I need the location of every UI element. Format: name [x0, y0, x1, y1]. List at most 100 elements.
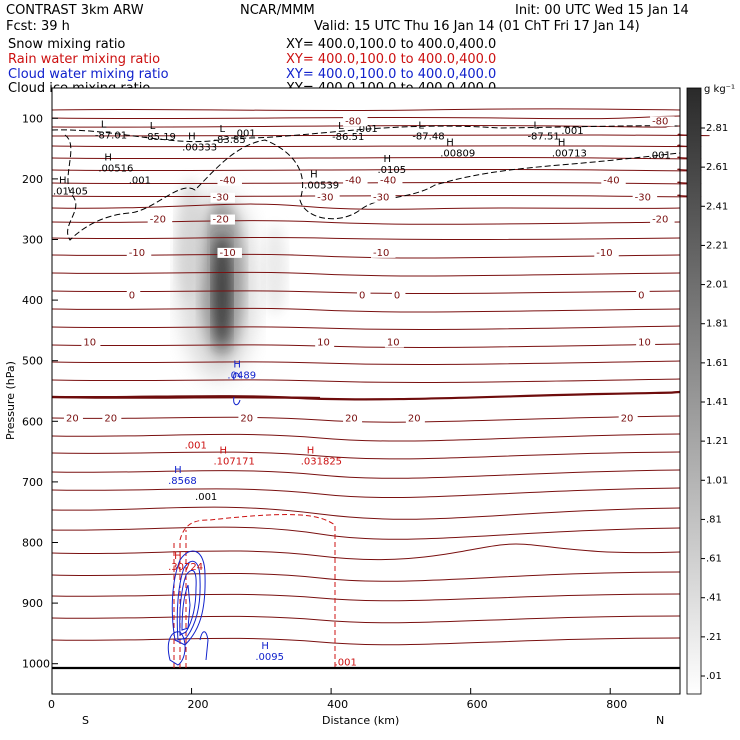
x-axis-end-label: N — [656, 714, 664, 727]
colorbar-tick-label: 2.21 — [706, 240, 728, 251]
isotherm-label-bg — [102, 413, 122, 424]
isotherm-label-bg — [147, 214, 173, 225]
forecast-hour: Fcst: 39 h — [6, 19, 70, 34]
isotherm-label-bg — [126, 247, 152, 258]
isotherm-label-bg — [650, 116, 675, 127]
contour-value-label: .001 — [649, 150, 671, 161]
y-tick-label: 1000 — [22, 658, 50, 671]
isotherm-line — [51, 203, 681, 210]
isotherm-label-bg — [343, 116, 368, 127]
extremum-value: .00539 — [304, 181, 339, 192]
extremum-value: .0095 — [255, 652, 284, 663]
colorbar-tick-label: 1.81 — [706, 319, 728, 330]
isotherm-line — [51, 415, 681, 423]
colorbar-gradient — [686, 87, 702, 695]
ice-dashed-contour-upper — [51, 125, 681, 143]
x-tick-label: 200 — [188, 698, 209, 711]
isotherm-label-bg — [126, 290, 141, 301]
extremum-value: -86.51 — [332, 132, 364, 143]
contour-value-label: .001 — [561, 126, 583, 137]
extremum-value: .00516 — [98, 164, 133, 175]
y-tick-label: 600 — [22, 415, 43, 428]
isotherm-label-bg — [315, 337, 335, 348]
isotherm-label: 10 — [387, 338, 400, 349]
colorbar-tick-label: .61 — [706, 554, 722, 565]
isotherm-label-bg — [636, 337, 656, 348]
y-tick-label: 900 — [22, 597, 43, 610]
extremum-marker: H — [261, 641, 269, 652]
colorbar-tick-label: 2.61 — [706, 162, 728, 173]
contour-value-label: .001 — [233, 128, 255, 139]
isotherm-label-bg — [217, 175, 242, 186]
isotherm-label: 10 — [317, 338, 330, 349]
extremum-marker: H — [188, 132, 196, 143]
extremum-marker: H — [59, 176, 67, 187]
extremum-value: .01405 — [53, 187, 88, 198]
extremum-marker: L — [219, 124, 225, 135]
extremum-marker: H — [307, 445, 315, 456]
isotherm-label: -30 — [373, 193, 389, 204]
freezing-level-line — [51, 395, 321, 400]
x-tick-label: 0 — [48, 698, 55, 711]
extremum-value: .30724 — [168, 562, 203, 573]
isotherm-label: -40 — [345, 176, 361, 187]
extremum-marker: L — [338, 121, 344, 132]
y-tick-label: 700 — [22, 476, 43, 489]
isotherm-line — [51, 307, 681, 313]
field-name-snow: Snow mixing ratio — [8, 37, 125, 52]
extremum-marker: L — [418, 121, 424, 132]
extremum-marker: L — [101, 119, 107, 130]
valid-time: Valid: 15 UTC Thu 16 Jan 14 (01 ChT Fri … — [314, 19, 640, 34]
field-xy-rain: XY= 400.0,100.0 to 400.0,400.0 — [286, 52, 496, 67]
extremum-marker: H — [233, 359, 241, 370]
model-title: CONTRAST 3km ARW — [6, 3, 144, 18]
isotherm-line — [51, 526, 681, 540]
isotherm-label-bg — [384, 337, 404, 348]
isotherm-label-bg — [315, 192, 340, 203]
isotherm-label-bg — [377, 175, 403, 186]
y-tick-label: 800 — [22, 537, 43, 550]
isotherm-label: -20 — [652, 215, 668, 226]
isotherm-label-bg — [238, 413, 258, 424]
colorbar-tick-label: 2.01 — [706, 280, 728, 291]
isotherm-label-bg — [63, 413, 83, 424]
extremum-marker: H — [383, 154, 391, 165]
isotherm-label-bg — [370, 192, 396, 203]
x-axis-label: Distance (km) — [322, 714, 399, 727]
isotherm-label-bg — [601, 175, 626, 186]
extremum-value: .8568 — [168, 476, 197, 487]
axes-frame — [51, 87, 681, 695]
extremum-value: .107171 — [213, 456, 254, 467]
isotherm-line — [51, 124, 681, 128]
isotherm-label-bg — [343, 175, 368, 186]
isotherm-line — [51, 433, 681, 442]
extremum-marker: H — [174, 551, 182, 562]
extremum-value: -87.01 — [95, 130, 127, 141]
contour-value-label: .001 — [356, 124, 378, 135]
isotherm-label: 20 — [345, 413, 358, 424]
x-tick-label: 600 — [467, 698, 488, 711]
isotherm-label-bg — [210, 214, 235, 225]
isotherm-label-bg — [636, 290, 650, 301]
rain-dashed-contour — [179, 514, 336, 668]
isotherm-line — [51, 115, 681, 120]
isotherm-label: -80 — [345, 116, 361, 127]
isotherm-line — [51, 469, 681, 479]
isotherm-label-bg — [405, 413, 425, 424]
isotherm-line — [51, 108, 681, 112]
isotherm-line — [51, 236, 681, 240]
isotherm-label: 0 — [359, 290, 365, 301]
isotherm-label: -40 — [219, 176, 235, 187]
isotherm-label-bg — [357, 290, 371, 301]
isotherm-label: 20 — [66, 413, 79, 424]
ice-dashed-contour — [64, 134, 681, 241]
extremum-value: .031825 — [301, 456, 342, 467]
extrema-layer: L-87.01L-85.19L-83.85L-86.51L-87.48L-87.… — [53, 119, 671, 668]
extremum-value: .00333 — [182, 143, 217, 154]
isotherm-line — [51, 487, 681, 499]
isotherm-label: -30 — [635, 193, 651, 204]
contour-value-label: .001 — [129, 176, 151, 187]
isotherm-line — [51, 571, 681, 582]
colorbar-tick-label: 2.81 — [706, 123, 728, 134]
contour-value-label: .001 — [335, 658, 357, 669]
